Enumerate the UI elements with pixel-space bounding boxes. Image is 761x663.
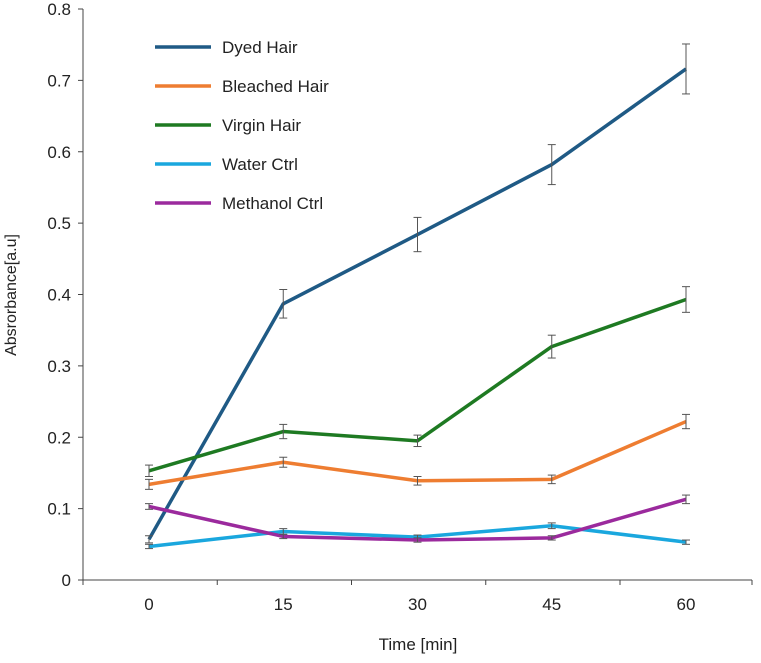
legend-label: Dyed Hair <box>222 38 298 57</box>
y-tick-label: 0.4 <box>47 286 71 305</box>
legend-label: Methanol Ctrl <box>222 194 323 213</box>
legend-label: Water Ctrl <box>222 155 298 174</box>
series-bleached-hair <box>145 413 690 490</box>
x-tick-label: 45 <box>542 595 561 614</box>
legend: Dyed Hair Bleached Hair Virgin Hair Water C… <box>155 38 329 213</box>
legend-label: Bleached Hair <box>222 77 329 96</box>
axes: 0 0.1 0.2 0.3 0.4 0.5 0.6 0.7 0.8 0 15 30 45 60 <box>47 0 753 614</box>
series-line <box>147 67 688 541</box>
y-tick-label: 0.5 <box>47 214 71 233</box>
series-dyed-hair <box>145 43 690 544</box>
series-methanol-ctrl <box>145 494 690 543</box>
y-tick-label: 0.7 <box>47 71 71 90</box>
series-line <box>148 419 687 487</box>
y-tick-label: 0.1 <box>47 500 71 519</box>
series-group <box>145 43 690 550</box>
x-axis-label: Time [min] <box>379 635 458 654</box>
x-tick-label: 60 <box>677 595 696 614</box>
y-tick-label: 0.6 <box>47 143 71 162</box>
y-tick-label: 0.2 <box>47 428 71 447</box>
legend-label: Virgin Hair <box>222 116 301 135</box>
x-tick-label: 30 <box>408 595 427 614</box>
series-water-ctrl <box>145 522 690 550</box>
y-tick-label: 0.3 <box>47 357 71 376</box>
series-virgin-hair <box>145 286 690 478</box>
x-tick-label: 15 <box>274 595 293 614</box>
y-axis-label: Absrorbance[a.u] <box>3 234 20 356</box>
y-tick-label: 0.8 <box>47 0 71 19</box>
x-tick-label: 0 <box>144 595 153 614</box>
y-tick-label: 0 <box>62 571 71 590</box>
